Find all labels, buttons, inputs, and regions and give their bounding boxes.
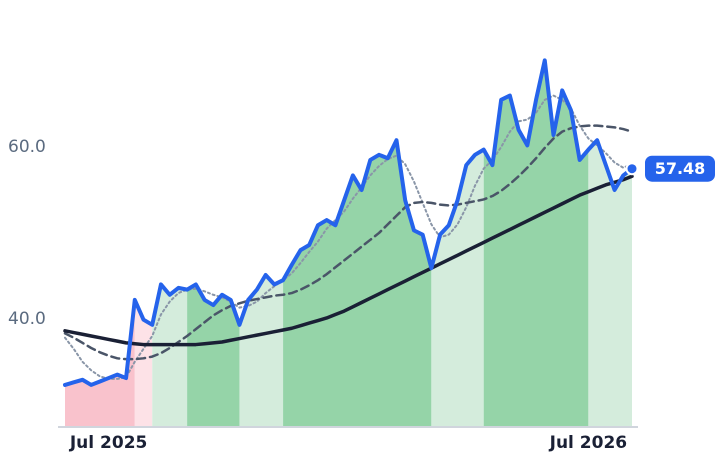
region-fill [187, 284, 240, 427]
last-value-label: 57.48 [655, 159, 706, 178]
region-fill [134, 299, 153, 427]
region-fill [283, 140, 432, 427]
region-fill [239, 275, 284, 427]
series-line [63, 124, 634, 361]
series-line [64, 94, 633, 380]
last-value-badge [645, 155, 715, 182]
last-point [625, 162, 639, 176]
region-fill [65, 299, 135, 427]
x-tick-label: Jul 2025 [69, 433, 148, 453]
region-fill [588, 140, 632, 427]
region-fill [431, 149, 484, 427]
y-tick-label: 40.0 [8, 309, 46, 329]
series-line [63, 58, 634, 387]
region-fill [483, 60, 589, 428]
region-fill [152, 284, 188, 427]
x-tick-label: Jul 2026 [549, 433, 628, 453]
series-line [63, 174, 634, 347]
y-tick-label: 60.0 [8, 137, 46, 157]
